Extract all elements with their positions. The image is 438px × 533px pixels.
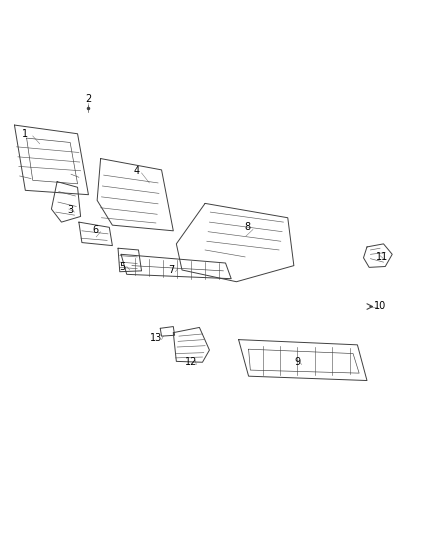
Text: 9: 9 [294,357,300,367]
Text: 8: 8 [244,222,251,232]
Text: 3: 3 [67,205,73,215]
Text: 11: 11 [376,252,389,262]
Text: 7: 7 [168,265,174,275]
Text: 12: 12 [184,357,197,367]
Text: 13: 13 [150,333,162,343]
Text: 1: 1 [22,129,28,139]
Text: 2: 2 [85,94,92,104]
Text: 4: 4 [133,166,139,176]
Text: 5: 5 [119,262,126,271]
Text: 10: 10 [374,301,386,311]
Text: 6: 6 [92,224,98,235]
